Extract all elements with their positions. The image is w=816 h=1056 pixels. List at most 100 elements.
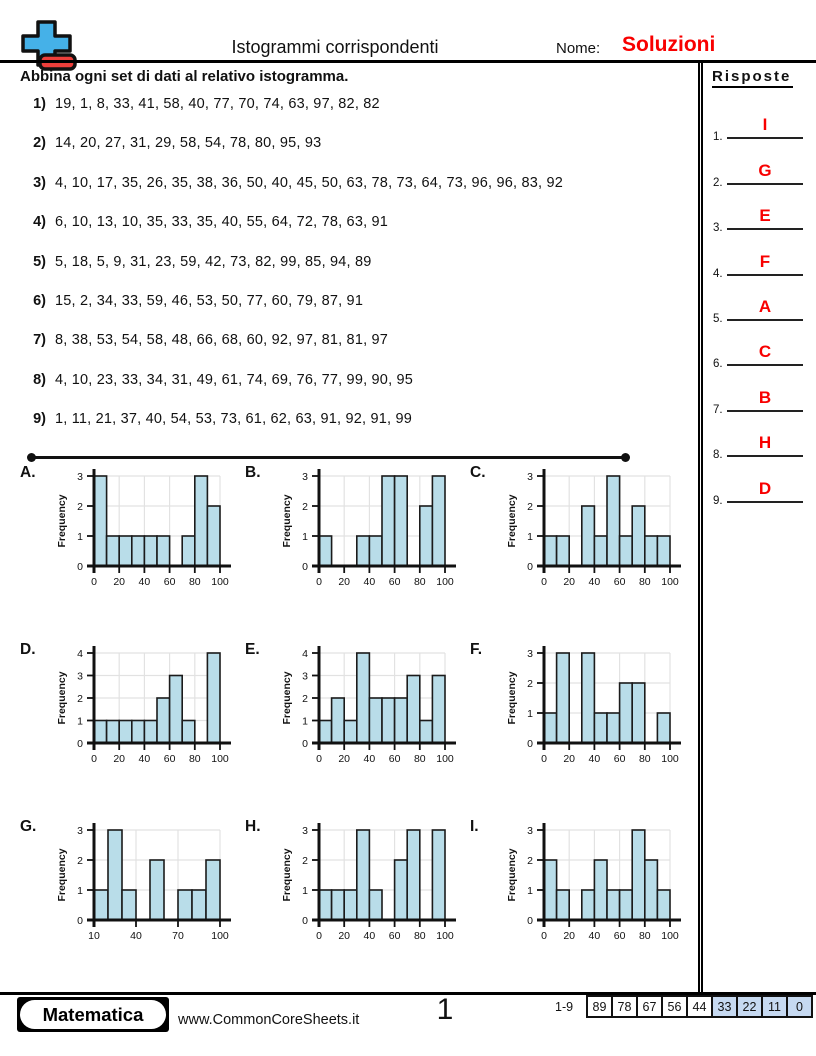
- answer-number: 4.: [713, 267, 723, 280]
- bar-60-70: [618, 889, 633, 921]
- svg-text:0: 0: [541, 576, 547, 588]
- bar-20-30: [107, 829, 123, 921]
- score-cell: 78: [611, 995, 638, 1018]
- dataset-row-4: 4) 6, 10, 13, 10, 35, 33, 35, 40, 55, 64,…: [20, 214, 685, 253]
- dataset-row-3: 3) 4, 10, 17, 35, 26, 35, 38, 36, 50, 40,…: [20, 175, 685, 214]
- answers-title: Risposte: [712, 68, 794, 88]
- svg-text:4: 4: [77, 648, 83, 660]
- svg-text:80: 80: [639, 753, 651, 765]
- bar-90-100: [206, 652, 221, 744]
- bar-60-70: [618, 535, 633, 567]
- dataset-values: 4, 10, 23, 33, 34, 31, 49, 61, 74, 69, 7…: [55, 371, 414, 388]
- bar-70-80: [631, 829, 646, 921]
- svg-text:100: 100: [436, 576, 454, 588]
- dataset-values: 4, 10, 17, 35, 26, 35, 38, 36, 50, 40, 4…: [55, 174, 563, 191]
- svg-text:3: 3: [77, 471, 83, 483]
- svg-text:100: 100: [436, 753, 454, 765]
- score-cell: 22: [736, 995, 763, 1018]
- svg-text:3: 3: [302, 825, 308, 837]
- svg-text:0: 0: [91, 753, 97, 765]
- bar-0-10: [318, 719, 333, 744]
- svg-text:20: 20: [338, 576, 350, 588]
- svg-text:60: 60: [614, 930, 626, 942]
- svg-text:100: 100: [436, 930, 454, 942]
- answer-row-7: 7. B: [712, 375, 816, 420]
- svg-text:60: 60: [164, 576, 176, 588]
- bar-30-40: [356, 535, 371, 567]
- dataset-number: 9): [33, 411, 46, 428]
- bar-70-80: [631, 505, 646, 567]
- bar-80-90: [191, 889, 207, 921]
- answers-list: 1. I 2. G 3. E 4. F 5. A 6. C 7. B 8. H 9. D: [712, 103, 816, 512]
- bar-70-80: [406, 829, 421, 921]
- bar-90-100: [205, 859, 221, 921]
- svg-text:Frequency: Frequency: [281, 494, 293, 547]
- svg-text:Frequency: Frequency: [506, 671, 518, 724]
- svg-text:0: 0: [541, 930, 547, 942]
- dataset-row-5: 5) 5, 18, 5, 9, 31, 23, 59, 42, 73, 82, 9…: [20, 254, 685, 293]
- answer-blank-line: [727, 137, 803, 140]
- bar-0-10: [93, 719, 108, 744]
- svg-text:80: 80: [639, 930, 651, 942]
- bar-10-20: [105, 719, 120, 744]
- score-range-label: 1-9: [555, 1000, 574, 1014]
- svg-text:60: 60: [614, 753, 626, 765]
- answer-row-3: 3. E: [712, 194, 816, 239]
- svg-text:60: 60: [614, 576, 626, 588]
- svg-text:0: 0: [527, 915, 533, 927]
- svg-text:0: 0: [541, 753, 547, 765]
- bar-30-40: [131, 535, 146, 567]
- bar-80-90: [644, 535, 659, 567]
- bar-80-90: [194, 475, 209, 567]
- dataset-values: 14, 20, 27, 31, 29, 58, 54, 78, 80, 95, …: [55, 135, 322, 152]
- svg-text:60: 60: [389, 753, 401, 765]
- dataset-number: 7): [33, 332, 46, 349]
- svg-text:0: 0: [302, 915, 308, 927]
- histogram-chart: 0 1 2 3 0 20 40 60 80 100 Frequency: [281, 469, 456, 588]
- svg-text:0: 0: [302, 738, 308, 750]
- svg-text:40: 40: [130, 930, 142, 942]
- histogram-I: I. 0 1 2 3 0 20 40 60 80 100 Frequency: [470, 814, 695, 991]
- svg-text:80: 80: [639, 576, 651, 588]
- answer-number: 8.: [713, 449, 723, 462]
- bar-20-30: [118, 535, 133, 567]
- svg-text:70: 70: [172, 930, 184, 942]
- svg-text:2: 2: [77, 693, 83, 705]
- histogram-letter: D.: [20, 641, 36, 658]
- svg-text:40: 40: [139, 576, 151, 588]
- dataset-number: 5): [33, 253, 46, 270]
- svg-text:Frequency: Frequency: [506, 848, 518, 901]
- svg-text:0: 0: [527, 738, 533, 750]
- svg-text:2: 2: [302, 501, 308, 513]
- answer-letter: F: [759, 251, 771, 271]
- brand-badge: Matematica: [17, 997, 169, 1032]
- svg-text:2: 2: [527, 501, 533, 513]
- bar-0-10: [318, 889, 333, 921]
- svg-text:1: 1: [527, 885, 533, 897]
- bar-0-10: [543, 712, 558, 744]
- histogram-H: H. 0 1 2 3 0 20 40 60 80 100 Frequency: [245, 814, 470, 991]
- dataset-number: 2): [33, 135, 46, 152]
- svg-text:60: 60: [164, 753, 176, 765]
- svg-text:1: 1: [527, 531, 533, 543]
- svg-text:60: 60: [389, 930, 401, 942]
- dataset-number: 4): [33, 214, 46, 231]
- bar-40-50: [593, 859, 608, 921]
- bar-70-80: [181, 719, 196, 744]
- bar-10-20: [330, 697, 345, 744]
- bar-60-70: [393, 697, 408, 744]
- bar-70-80: [631, 682, 646, 744]
- dataset-values: 5, 18, 5, 9, 31, 23, 59, 42, 73, 82, 99,…: [55, 253, 372, 270]
- svg-text:3: 3: [527, 825, 533, 837]
- bar-40-50: [368, 697, 383, 744]
- bar-80-90: [419, 505, 434, 567]
- svg-text:40: 40: [364, 753, 376, 765]
- score-cell: 11: [761, 995, 788, 1018]
- bar-30-40: [581, 652, 596, 744]
- answer-blank-line: [727, 364, 803, 367]
- svg-text:3: 3: [77, 670, 83, 682]
- svg-text:Frequency: Frequency: [56, 494, 68, 547]
- histograms-grid: A. 0 1 2 3 0 20 40 60 80 100 Frequency B. 0 1 2 3 0 20 40 60…: [20, 460, 695, 991]
- histogram-chart: 0 1 2 3 0 20 40 60 80 100 Frequency: [56, 469, 231, 588]
- bar-50-60: [381, 475, 396, 567]
